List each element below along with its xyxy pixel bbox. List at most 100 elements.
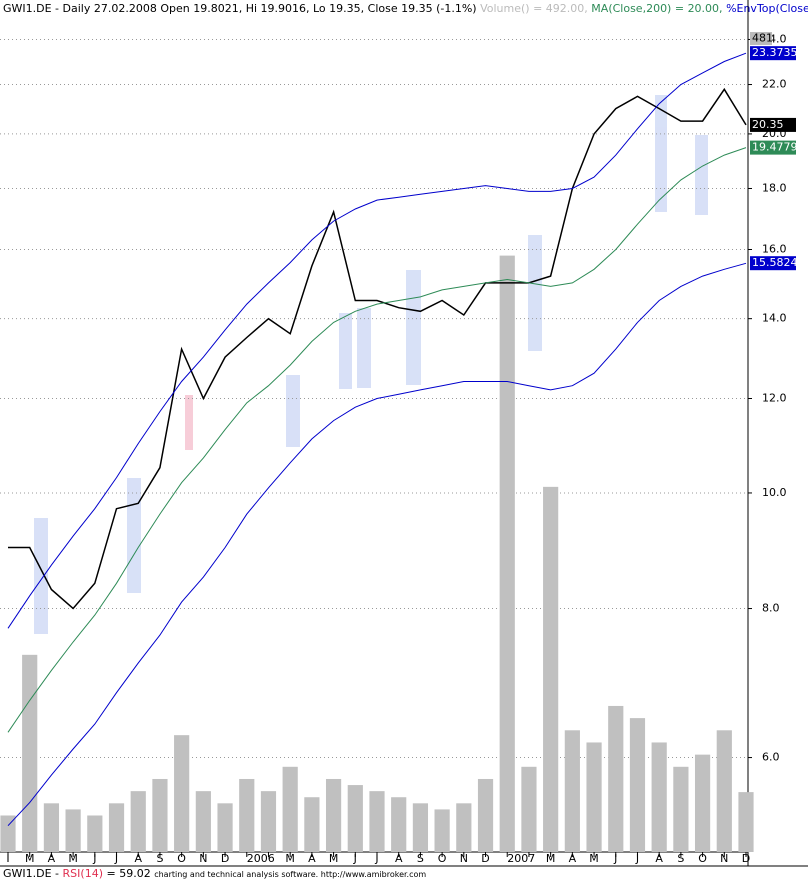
x-tick-label: S (677, 852, 684, 865)
volume-bar (608, 705, 624, 852)
y-tick-label: 8.0 (762, 602, 780, 615)
volume-bar (499, 255, 515, 853)
volume-bar (673, 766, 689, 852)
x-tick-label: S (156, 852, 163, 865)
x-tick-label: O (438, 852, 447, 865)
volume-bar (694, 754, 711, 852)
x-tick-label: J (92, 852, 96, 865)
header-ma: MA(Close,200) = 20.00, (591, 2, 722, 15)
x-tick-label: N (199, 852, 207, 865)
x-tick-label: N (720, 852, 728, 865)
y-tick-label: 10.0 (762, 486, 787, 499)
end-label: 23.3735 (752, 46, 798, 59)
footer-ticker: GWI1.DE - (3, 867, 63, 880)
x-tick-label: M (329, 852, 339, 865)
y-tick-label: 18.0 (762, 181, 787, 194)
end-label-box (750, 256, 796, 271)
y-tick-label: 6.0 (762, 751, 780, 764)
x-tick-label: 2006 (247, 852, 275, 865)
footer-rsi-value: = 59.02 (106, 867, 150, 880)
x-tick-label: 2007 (507, 852, 535, 865)
footer-credit: charting and technical analysis software… (154, 870, 426, 879)
x-tick-label: M (589, 852, 599, 865)
x-tick-label: A (655, 852, 663, 865)
footer: GWI1.DE - RSI(14) = 59.02 charting and t… (3, 867, 426, 880)
volume-bar (325, 778, 342, 852)
x-tick-label: J (114, 852, 118, 865)
volume-bar (391, 797, 407, 852)
volume-bar (174, 735, 190, 852)
header-ticker: GWI1.DE - Daily 27.02.2008 Open 19.8021,… (3, 2, 477, 15)
volume-bar (282, 766, 298, 852)
volume-bar (152, 778, 168, 852)
volume-bar (260, 791, 277, 852)
volume-bar (651, 742, 667, 852)
series-line (7, 262, 747, 827)
volume-bar (586, 742, 602, 852)
series-line (7, 147, 747, 733)
footer-rsi: RSI(14) (63, 867, 103, 880)
volume-bar (412, 803, 429, 852)
end-label: 15.5824 (752, 256, 798, 269)
volume-bar (434, 809, 450, 852)
volume-bar (22, 654, 38, 852)
x-tick-label: J (635, 852, 639, 865)
x-tick-label: O (698, 852, 707, 865)
x-tick-label: J (353, 852, 357, 865)
volume-bar (629, 718, 646, 852)
x-tick-label: A (48, 852, 56, 865)
end-label-box (750, 46, 796, 61)
signal-band (185, 395, 193, 450)
signal-band (127, 478, 141, 593)
end-label-box (750, 117, 796, 132)
series-line (7, 52, 747, 629)
volume-bar (543, 486, 559, 852)
header: GWI1.DE - Daily 27.02.2008 Open 19.8021,… (3, 2, 808, 15)
volume-bar (43, 803, 60, 852)
x-tick-label: M (285, 852, 295, 865)
volume-bar (87, 815, 103, 852)
y-tick-label: 14.0 (762, 312, 787, 325)
signal-band (286, 375, 300, 447)
y-tick-label: 12.0 (762, 392, 787, 405)
volume-bar (521, 766, 537, 852)
volume-bar (304, 797, 320, 852)
x-tick-label: J (374, 852, 378, 865)
signal-band (34, 518, 48, 634)
volume-bar (716, 730, 732, 852)
signal-band (528, 235, 542, 351)
x-tick-label: A (395, 852, 403, 865)
y-tick-label: 22.0 (762, 78, 787, 91)
signal-band (655, 95, 667, 212)
x-tick-label: A (569, 852, 577, 865)
end-label: 19.4779 (752, 141, 798, 154)
volume-bar (369, 791, 385, 852)
x-tick-label: M (25, 852, 35, 865)
signal-band (695, 135, 708, 215)
end-label-box (750, 140, 796, 155)
header-env: %EnvTop(Close, (726, 2, 808, 15)
x-tick-label: M (68, 852, 78, 865)
x-tick-label: S (417, 852, 424, 865)
volume-bar (108, 803, 125, 852)
series-line (8, 87, 747, 610)
x-tick-label: A (134, 852, 142, 865)
x-tick-label: D (221, 852, 229, 865)
signal-band (339, 313, 352, 389)
volume-bar (195, 791, 211, 852)
volume-bar (564, 730, 580, 852)
x-tick-label: D (481, 852, 489, 865)
x-tick-label: J (613, 852, 617, 865)
header-volume: Volume() = 492.00, (480, 2, 588, 15)
volume-bar (347, 785, 363, 852)
end-label: 20.35 (752, 118, 784, 131)
volume-bar (0, 815, 16, 852)
volume-bar (130, 791, 146, 852)
volume-label: 481 (752, 32, 773, 45)
x-tick-label: N (460, 852, 468, 865)
volume-bar (477, 778, 494, 852)
x-tick-label: M (546, 852, 556, 865)
volume-bar (65, 809, 81, 852)
x-tick-label: I (6, 852, 9, 865)
